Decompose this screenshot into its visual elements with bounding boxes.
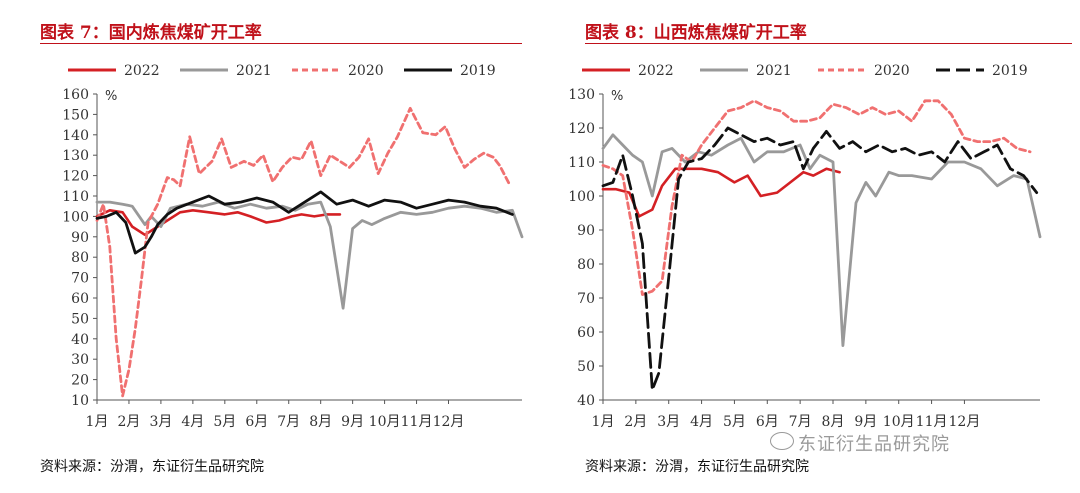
y-unit-label: % <box>105 89 117 104</box>
source-note: 资料来源：汾渭，东证衍生品研究院 <box>40 459 264 475</box>
title-rule <box>585 43 1072 44</box>
x-tick-label: 2月 <box>117 414 140 430</box>
y-tick-label: 70 <box>71 271 89 287</box>
x-tick-label: 6月 <box>245 414 268 430</box>
x-tick-label: 1月 <box>86 414 109 430</box>
title-rule <box>40 43 522 44</box>
series-line-2019 <box>95 190 514 255</box>
line-chart-shanxi: 2022 2021 2020 2019 40 50 60 70 80 90 100 110 120 130… <box>568 63 1042 430</box>
y-tick-label: 90 <box>577 223 595 239</box>
series-line-2019 <box>601 126 1039 392</box>
y-tick-label: 100 <box>62 209 89 225</box>
x-tick-label: 5月 <box>213 414 236 430</box>
x-tick-label: 9月 <box>854 414 877 430</box>
legend-label-2021: 2021 <box>236 63 272 79</box>
y-tick-label: 40 <box>71 332 89 348</box>
series-line-2020 <box>601 99 1032 297</box>
x-tick-label: 3月 <box>657 414 680 430</box>
x-tick-label: 11月 <box>401 414 433 430</box>
x-tick-label: 5月 <box>723 414 746 430</box>
y-tick-label: 40 <box>577 393 595 409</box>
legend-label-2019: 2019 <box>992 63 1028 79</box>
x-tick-label: 7月 <box>277 414 300 430</box>
x-tick-label: 8月 <box>309 414 332 430</box>
chart-title: 图表 7：国内炼焦煤矿开工率 <box>40 23 262 43</box>
watermark: 东证衍生品研究院 <box>798 434 950 455</box>
x-tick-label: 12月 <box>433 414 465 430</box>
chart-panel-national: 图表 7：国内炼焦煤矿开工率 2022 2021 2020 2019 10 20 30 40 5… <box>0 0 530 493</box>
series-line-2021 <box>95 200 524 310</box>
y-tick-label: 160 <box>62 87 89 103</box>
series-line-2022 <box>601 167 841 218</box>
x-tick-label: 9月 <box>341 414 364 430</box>
y-unit-label: % <box>611 89 623 104</box>
source-note: 资料来源：汾渭，东证衍生品研究院 <box>585 459 809 475</box>
line-chart-national: 2022 2021 2020 2019 10 20 30 40 50 60 70 80 90 100 110… <box>62 63 524 430</box>
y-tick-label: 120 <box>62 169 89 185</box>
y-tick-label: 60 <box>577 325 595 341</box>
y-tick-label: 80 <box>577 257 595 273</box>
x-tick-label: 8月 <box>822 414 845 430</box>
series-line-2020 <box>95 106 511 398</box>
y-tick-label: 90 <box>71 230 89 246</box>
x-tick-label: 10月 <box>883 414 915 430</box>
x-tick-label: 6月 <box>756 414 779 430</box>
legend-label-2020: 2020 <box>348 63 384 79</box>
y-tick-label: 30 <box>71 352 89 368</box>
x-tick-label: 7月 <box>789 414 812 430</box>
y-tick-label: 50 <box>71 311 89 327</box>
x-tick-label: 4月 <box>690 414 713 430</box>
chart-panel-shanxi: 图表 8：山西炼焦煤矿开工率 2022 2021 2020 2019 40 50 60 70 8… <box>545 0 1080 493</box>
y-tick-label: 150 <box>62 107 89 123</box>
y-tick-label: 60 <box>71 291 89 307</box>
legend-label-2020: 2020 <box>874 63 910 79</box>
legend-label-2022: 2022 <box>124 63 160 79</box>
series-line-2021 <box>601 133 1042 348</box>
y-tick-label: 100 <box>568 189 595 205</box>
x-tick-label: 10月 <box>369 414 401 430</box>
y-tick-label: 120 <box>568 121 595 137</box>
y-tick-label: 130 <box>62 148 89 164</box>
legend-label-2022: 2022 <box>638 63 674 79</box>
y-tick-label: 130 <box>568 87 595 103</box>
series-line-2022 <box>95 209 342 237</box>
y-tick-label: 110 <box>568 155 595 171</box>
x-tick-label: 12月 <box>949 414 981 430</box>
x-tick-label: 4月 <box>181 414 204 430</box>
chart-title: 图表 8：山西炼焦煤矿开工率 <box>585 23 807 43</box>
y-tick-label: 80 <box>71 250 89 266</box>
y-tick-label: 10 <box>71 393 89 409</box>
legend-label-2021: 2021 <box>756 63 792 79</box>
x-tick-label: 2月 <box>624 414 647 430</box>
y-tick-label: 20 <box>71 373 89 389</box>
wechat-icon <box>770 432 794 450</box>
x-tick-label: 11月 <box>916 414 948 430</box>
y-tick-label: 70 <box>577 291 595 307</box>
y-tick-label: 50 <box>577 359 595 375</box>
x-tick-label: 1月 <box>592 414 615 430</box>
x-tick-label: 3月 <box>149 414 172 430</box>
y-tick-label: 140 <box>62 128 89 144</box>
y-tick-label: 110 <box>62 189 89 205</box>
legend-label-2019: 2019 <box>460 63 496 79</box>
